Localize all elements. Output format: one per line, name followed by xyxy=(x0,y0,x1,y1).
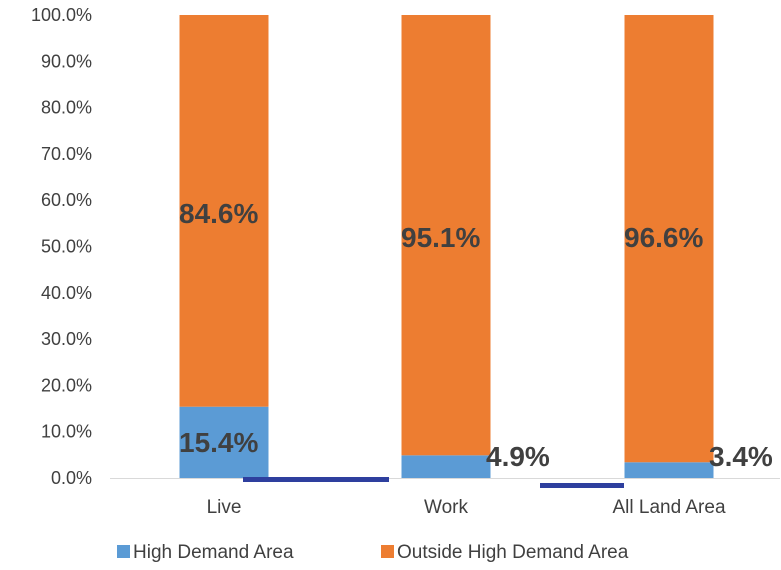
data-label: 95.1% xyxy=(401,222,480,253)
legend-swatch xyxy=(117,545,130,558)
data-label: 3.4% xyxy=(709,441,773,472)
legend-swatch xyxy=(381,545,394,558)
y-tick-label: 0.0% xyxy=(51,468,92,488)
y-tick-label: 70.0% xyxy=(41,144,92,164)
bar-segment xyxy=(179,15,269,407)
data-label: 15.4% xyxy=(179,427,258,458)
y-tick-label: 80.0% xyxy=(41,98,92,118)
accent-line xyxy=(243,477,389,482)
x-axis-categories: Live Work All Land Area xyxy=(207,497,726,518)
bar-segment xyxy=(179,406,269,478)
legend-label: High Demand Area xyxy=(133,542,294,563)
y-tick-label: 20.0% xyxy=(41,375,92,395)
legend-label: Outside High Demand Area xyxy=(397,542,629,563)
bar-segment xyxy=(401,15,491,456)
y-tick-label: 90.0% xyxy=(41,51,92,71)
x-category-label: Live xyxy=(207,497,242,518)
bars xyxy=(179,15,714,478)
y-tick-label: 100.0% xyxy=(31,5,92,25)
data-label: 96.6% xyxy=(624,222,703,253)
y-tick-label: 10.0% xyxy=(41,422,92,442)
data-labels: 15.4% 84.6% 4.9% 95.1% 3.4% 96.6% xyxy=(179,198,773,472)
data-label: 4.9% xyxy=(486,441,550,472)
data-label: 84.6% xyxy=(179,198,258,229)
y-tick-label: 40.0% xyxy=(41,283,92,303)
y-tick-label: 50.0% xyxy=(41,237,92,257)
bar-segment xyxy=(624,15,714,463)
x-category-label: All Land Area xyxy=(612,497,725,518)
accent-line xyxy=(540,483,624,488)
y-tick-label: 60.0% xyxy=(41,190,92,210)
y-tick-label: 30.0% xyxy=(41,329,92,349)
bar-segment xyxy=(401,455,491,478)
bar-segment xyxy=(624,462,714,478)
accent-lines xyxy=(243,477,624,488)
y-axis-ticks: 0.0% 10.0% 20.0% 30.0% 40.0% 50.0% 60.0% 70.0% 8… xyxy=(31,5,92,488)
legend: High Demand Area Outside High Demand Area xyxy=(117,542,629,563)
x-category-label: Work xyxy=(424,497,468,518)
